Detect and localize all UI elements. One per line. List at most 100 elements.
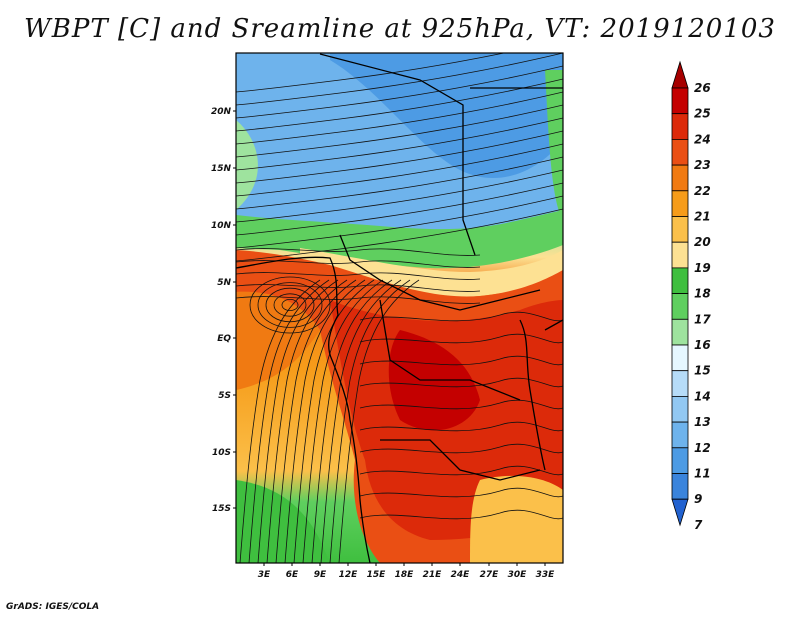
- lat-label: 10N: [211, 221, 232, 231]
- colorbar-label: 20: [694, 235, 711, 249]
- streamline: [320, 279, 402, 563]
- lat-label: 15S: [212, 504, 231, 514]
- colorbar-swatch: [671, 216, 689, 243]
- streamline: [236, 169, 563, 223]
- streamline: [338, 279, 420, 563]
- streamline: [236, 130, 563, 184]
- streamline: [248, 279, 330, 563]
- lat-ticks: [233, 110, 236, 509]
- lon-label: 27E: [480, 570, 500, 580]
- lat-labels: 20N 15N 10N 5N EQ 5S 10S 15S: [211, 107, 232, 514]
- streamline: [236, 78, 563, 132]
- streamline: [249, 276, 331, 334]
- streamline: [257, 279, 339, 563]
- lon-label: 12E: [339, 570, 359, 580]
- lon-label: 30E: [508, 570, 528, 580]
- colorbar-swatch: [671, 318, 689, 346]
- colorbar-label: 16: [694, 338, 711, 352]
- colorbar-swatch: [671, 164, 689, 192]
- colorbar-swatch: [671, 190, 689, 217]
- streamline: [359, 399, 563, 410]
- streamline: [236, 182, 563, 236]
- lat-label: 5N: [217, 278, 231, 288]
- streamline: [236, 248, 481, 256]
- streamline: [236, 156, 563, 210]
- colorbar-label: 7: [694, 518, 703, 532]
- streamline: [236, 208, 563, 262]
- streamline: [359, 421, 563, 432]
- streamline: [239, 279, 321, 563]
- streamline: [311, 279, 393, 563]
- lon-label: 18E: [395, 570, 415, 580]
- colorbar-label: 23: [694, 158, 711, 172]
- streamline: [236, 117, 563, 171]
- lon-label: 3E: [258, 570, 271, 580]
- streamline: [329, 279, 411, 563]
- colorbar-swatch: [671, 421, 689, 449]
- colorbar-label: 14: [694, 389, 711, 403]
- colorbar-label: 19: [694, 261, 711, 275]
- colorbar-label: 11: [694, 467, 711, 481]
- streamline: [236, 91, 563, 145]
- streamline: [359, 443, 563, 454]
- streamline: [284, 279, 366, 563]
- colorbar-swatch: [671, 293, 689, 320]
- colorbar-swatch: [671, 473, 689, 500]
- streamline: [359, 465, 563, 476]
- streamline: [266, 279, 348, 563]
- lon-label: 15E: [367, 570, 387, 580]
- streamline: [302, 279, 384, 563]
- streamline: [236, 143, 563, 197]
- lat-label: 15N: [211, 164, 232, 174]
- colorbar-label: 21: [694, 210, 711, 224]
- lon-label: 6E: [286, 570, 299, 580]
- colorbar-label: 25: [694, 107, 711, 121]
- lat-label: 5S: [218, 391, 231, 401]
- colorbar-label: 15: [694, 364, 711, 378]
- lat-label: EQ: [217, 334, 231, 344]
- streamline: [359, 377, 563, 388]
- streamline: [236, 53, 506, 93]
- colorbar-swatch: [671, 395, 689, 423]
- lon-ticks: [263, 563, 546, 566]
- colorbar-label: 12: [694, 441, 711, 455]
- lon-label: 21E: [423, 570, 443, 580]
- colorbar-swatch: [671, 113, 689, 140]
- borders: [236, 53, 563, 563]
- streamlines: [236, 53, 563, 563]
- streamline: [281, 299, 299, 311]
- colorbar-swatch: [671, 87, 689, 115]
- colorbar-label: 18: [694, 287, 711, 301]
- streamline: [273, 293, 307, 317]
- colorbar-label: 17: [694, 312, 711, 326]
- lon-label: 24E: [451, 570, 471, 580]
- streamline: [236, 272, 481, 280]
- lat-label: 20N: [211, 107, 232, 117]
- streamline: [265, 287, 315, 323]
- footer-credit: GrADS: IGES/COLA: [6, 602, 100, 612]
- streamline: [236, 65, 563, 119]
- streamline: [236, 284, 481, 292]
- colorbar-arrow-bottom: [671, 498, 689, 527]
- map-title: WBPT [C] and Sreamline at 925hPa, VT: 20…: [24, 14, 776, 44]
- colorbar-label: 24: [694, 132, 711, 146]
- streamline: [293, 279, 375, 563]
- lon-labels: 3E 6E 9E 12E 15E 18E 21E 24E 27E 30E 33E: [258, 570, 555, 580]
- colorbar-swatch: [671, 344, 689, 372]
- streamline: [236, 53, 563, 106]
- streamline: [236, 104, 563, 158]
- streamline: [257, 282, 323, 328]
- colorbar-arrow-top: [671, 60, 689, 89]
- colorbar-swatch: [671, 267, 689, 294]
- colorbar-swatch: [671, 370, 689, 397]
- colorbar-swatch: [671, 447, 689, 474]
- lon-label: 33E: [536, 570, 556, 580]
- colorbar-label: 13: [694, 415, 711, 429]
- colorbar-label: 9: [694, 492, 702, 506]
- lat-label: 10S: [212, 448, 231, 458]
- colorbar-label: 26: [694, 81, 711, 95]
- colorbar-swatch: [671, 241, 689, 269]
- streamline: [236, 195, 563, 249]
- lon-label: 9E: [314, 570, 327, 580]
